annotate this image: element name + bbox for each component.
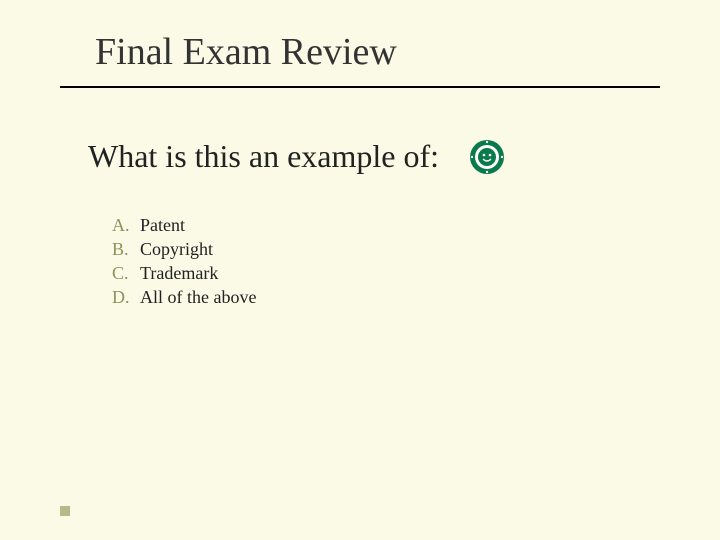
page-title: Final Exam Review bbox=[95, 30, 720, 74]
option-text: Patent bbox=[140, 215, 185, 236]
option-letter: B. bbox=[112, 239, 140, 260]
option-letter: D. bbox=[112, 287, 140, 308]
option-a: A. Patent bbox=[112, 215, 720, 236]
option-text: Copyright bbox=[140, 239, 213, 260]
question-row: What is this an example of: bbox=[88, 138, 720, 175]
slide: Final Exam Review What is this an exampl… bbox=[0, 0, 720, 540]
option-d: D. All of the above bbox=[112, 287, 720, 308]
option-text: All of the above bbox=[140, 287, 256, 308]
question-text: What is this an example of: bbox=[88, 138, 439, 175]
starbucks-logo-icon bbox=[469, 139, 505, 175]
option-c: C. Trademark bbox=[112, 263, 720, 284]
footer-bullet-icon bbox=[60, 506, 70, 516]
option-letter: A. bbox=[112, 215, 140, 236]
option-text: Trademark bbox=[140, 263, 218, 284]
title-divider bbox=[60, 86, 660, 88]
option-b: B. Copyright bbox=[112, 239, 720, 260]
option-letter: C. bbox=[112, 263, 140, 284]
options-list: A. Patent B. Copyright C. Trademark D. A… bbox=[112, 215, 720, 308]
